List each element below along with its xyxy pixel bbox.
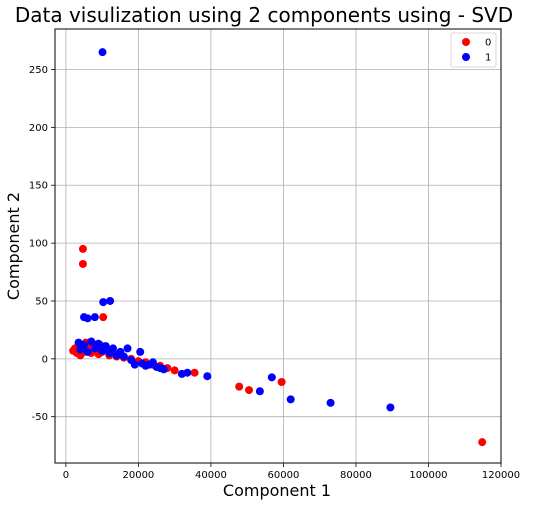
series-1-points [74, 48, 395, 412]
y-tick-label: 50 [35, 296, 48, 307]
y-tick-label: 250 [29, 65, 48, 76]
x-tick-label: 60000 [268, 470, 300, 481]
scatter-point-series-0 [235, 382, 244, 391]
y-tick-label: 200 [29, 123, 48, 134]
scatter-point-series-0 [277, 377, 286, 386]
x-axis: 0 20000 40000 60000 80000 100000 120000 [63, 463, 520, 481]
legend-label-series-0: 0 [485, 38, 491, 49]
y-tick-label: 0 [42, 354, 48, 365]
chart-title: Data visulization using 2 components usi… [15, 3, 513, 27]
x-tick-label: 80000 [340, 470, 372, 481]
legend-label-series-1: 1 [485, 53, 491, 64]
y-tick-label: 150 [29, 181, 48, 192]
scatter-point-series-1 [130, 360, 139, 369]
scatter-point-series-1 [99, 298, 108, 307]
scatter-point-series-1 [326, 398, 335, 407]
scatter-point-series-1 [123, 344, 132, 353]
scatter-point-series-1 [101, 342, 110, 351]
plot-points [69, 48, 487, 447]
scatter-point-series-1 [286, 395, 295, 404]
plot-area-frame [54, 28, 502, 464]
scatter-point-series-1 [80, 340, 89, 349]
scatter-point-series-1 [106, 296, 115, 305]
x-tick-label: 20000 [122, 470, 154, 481]
legend-marker-series-1 [462, 53, 470, 61]
y-tick-label: 100 [29, 239, 48, 250]
scatter-point-series-1 [94, 339, 103, 348]
grid [55, 29, 502, 463]
x-tick-label: 0 [63, 470, 69, 481]
scatter-point-series-1 [83, 347, 92, 356]
legend-marker-series-0 [462, 38, 470, 46]
x-axis-title: Component 1 [223, 481, 331, 500]
scatter-point-series-1 [83, 314, 92, 323]
y-axis: -50 0 50 100 150 200 250 [29, 65, 55, 423]
scatter-point-series-0 [244, 386, 253, 395]
scatter-point-series-1 [90, 313, 99, 322]
scatter-point-series-1 [386, 403, 395, 412]
y-tick-label: -50 [32, 412, 48, 423]
scatter-point-series-0 [478, 438, 487, 447]
legend: 01 [450, 32, 497, 68]
series-0-points [69, 244, 487, 447]
scatter-point-series-1 [98, 48, 107, 57]
scatter-point-series-1 [159, 365, 168, 374]
scatter-point-series-1 [255, 387, 264, 396]
scatter-point-series-0 [170, 366, 179, 375]
scatter-point-series-1 [136, 347, 145, 356]
scatter-point-series-0 [99, 313, 108, 322]
y-axis-title: Component 2 [4, 192, 23, 300]
x-tick-label: 40000 [195, 470, 227, 481]
scatter-point-series-1 [267, 373, 276, 382]
scatter-point-series-0 [78, 244, 87, 253]
scatter-point-series-1 [183, 368, 192, 377]
scatter-point-series-1 [203, 372, 212, 381]
scatter-point-series-0 [190, 368, 199, 377]
scatter-point-series-1 [119, 352, 128, 361]
x-tick-label: 100000 [409, 470, 447, 481]
x-tick-label: 120000 [482, 470, 520, 481]
scatter-point-series-1 [109, 344, 118, 353]
scatter-point-series-1 [87, 337, 96, 346]
scatter-point-series-0 [78, 259, 87, 268]
